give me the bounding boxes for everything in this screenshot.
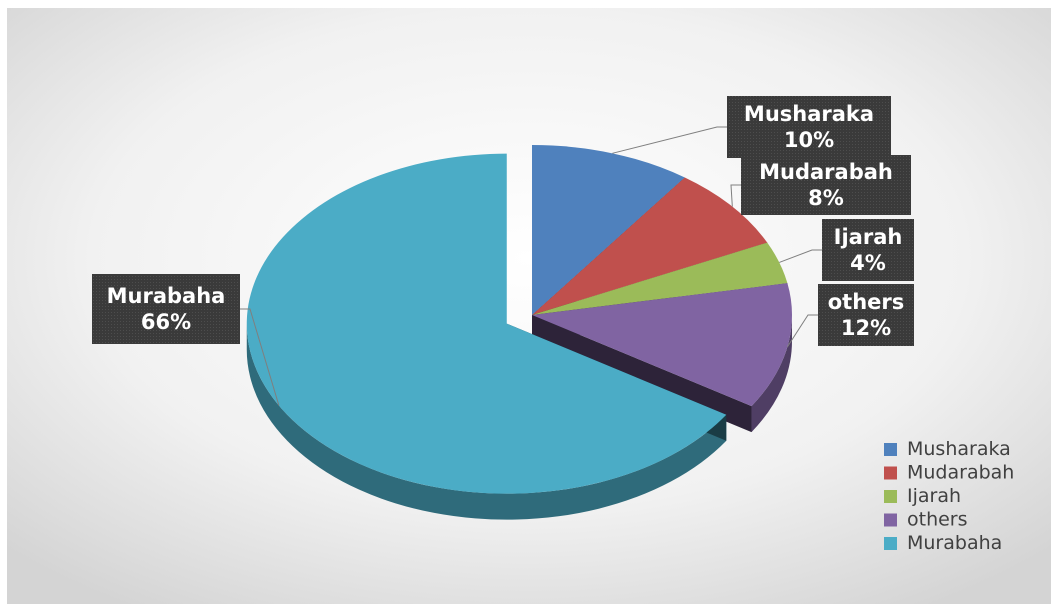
pie-slice-ijarah	[532, 242, 788, 315]
pie-slice-murabaha	[246, 153, 727, 494]
data-label-box	[92, 274, 240, 344]
legend-swatch	[884, 490, 897, 503]
data-label-box	[741, 155, 911, 215]
data-labels: Musharaka10%Mudarabah8%Ijarah4%others12%…	[92, 96, 914, 346]
pie-layer	[246, 145, 792, 520]
legend-item-musharaka: Musharaka	[884, 438, 1011, 460]
pie-slice-others	[532, 283, 792, 407]
legend-swatch	[884, 537, 897, 550]
legend-swatch	[884, 466, 897, 480]
legend-item-ijarah: Ijarah	[884, 485, 961, 507]
legend-item-murabaha: Murabaha	[884, 532, 1002, 554]
data-label-name: Murabaha	[107, 284, 226, 308]
data-label-box	[727, 96, 891, 158]
legend-swatch	[884, 443, 897, 456]
legend-label: Musharaka	[907, 438, 1011, 460]
pie-slice-mudarabah	[532, 177, 768, 315]
legend-label: Mudarabah	[907, 462, 1014, 484]
pie-side-murabaha	[246, 323, 727, 520]
legend-label: others	[907, 509, 968, 531]
leader-lines	[240, 126, 822, 406]
leader-line-musharaka	[612, 126, 727, 154]
legend-label: Murabaha	[907, 532, 1002, 554]
leader-line-murabaha	[240, 308, 280, 406]
leader-line-others	[786, 314, 818, 348]
legend-item-others: others	[884, 509, 968, 531]
data-label-box	[818, 284, 914, 346]
data-label-name: others	[828, 290, 905, 314]
data-label-value: 66%	[141, 310, 191, 334]
leader-line-mudarabah	[730, 184, 741, 207]
data-label-value: 4%	[850, 251, 886, 275]
leader-line-ijarah	[779, 249, 822, 263]
data-label-name: Ijarah	[834, 225, 903, 249]
legend-label: Ijarah	[907, 485, 961, 507]
data-label-name: Mudarabah	[759, 160, 893, 184]
pie-side-others	[751, 315, 792, 433]
pie-slice-musharaka	[532, 145, 685, 315]
data-label-name: Musharaka	[744, 102, 874, 126]
legend-item-mudarabah: Mudarabah	[884, 462, 1014, 484]
data-label-value: 8%	[808, 186, 844, 210]
data-label-value: 10%	[784, 128, 834, 152]
data-label-box	[822, 219, 914, 281]
data-label-value: 12%	[841, 316, 891, 340]
legend-swatch	[884, 513, 897, 527]
